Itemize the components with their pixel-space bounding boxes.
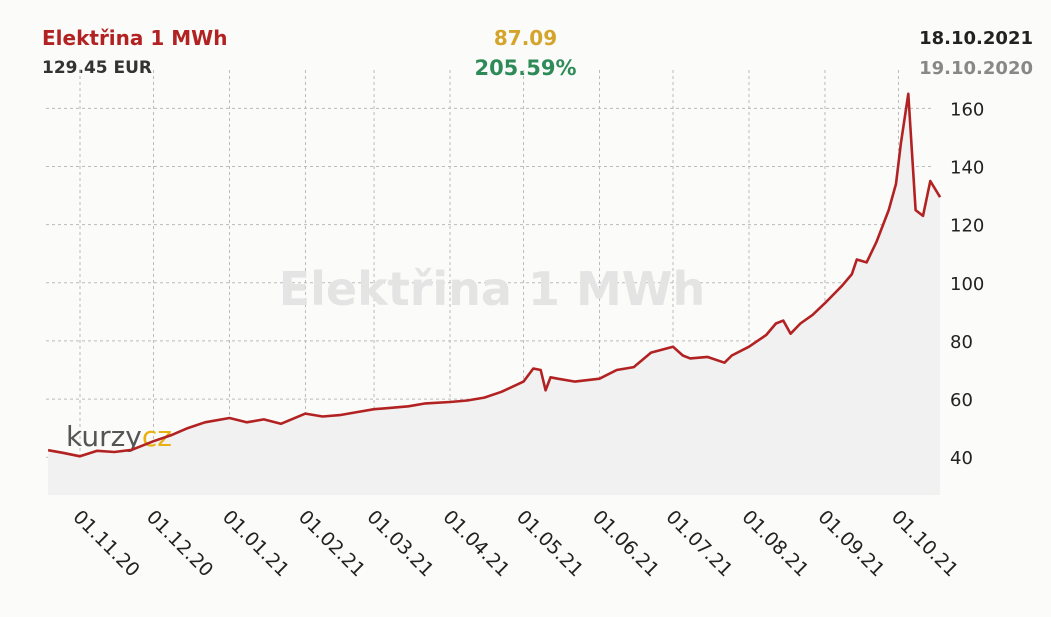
x-tick-label: 01.03.21 <box>363 506 438 581</box>
current-price: 129.45 EUR <box>42 58 153 78</box>
svg-text:kurzycz: kurzycz <box>66 420 172 453</box>
x-tick-label: 01.01.21 <box>218 506 293 581</box>
y-tick-label: 160 <box>950 99 984 120</box>
y-tick-label: 60 <box>950 390 973 411</box>
x-tick-label: 01.08.21 <box>737 506 812 581</box>
kurzy-logo: kurzycz <box>66 420 172 453</box>
absolute-change: 87.09 <box>493 26 558 50</box>
x-tick-label: 01.09.21 <box>813 506 888 581</box>
x-tick-label: 01.12.20 <box>142 506 217 581</box>
chart-title: Elektřina 1 MWh <box>42 26 228 50</box>
y-tick-label: 40 <box>950 448 973 469</box>
y-tick-label: 140 <box>950 157 984 178</box>
price-line <box>47 92 942 458</box>
x-tick-label: 01.06.21 <box>588 506 663 581</box>
x-tick-label: 01.02.21 <box>294 506 369 581</box>
previous-date: 19.10.2020 <box>919 58 1033 79</box>
x-tick-label: 01.04.21 <box>438 506 513 581</box>
x-tick-label: 01.11.20 <box>68 506 143 581</box>
current-date: 18.10.2021 <box>919 28 1033 49</box>
x-tick-label: 01.10.21 <box>887 506 962 581</box>
price-area <box>48 93 941 496</box>
y-tick-label: 100 <box>950 274 984 295</box>
chart-watermark: Elektřina 1 MWh <box>279 262 706 316</box>
y-axis-ticks: 40 60 80 100 120 140 160 <box>950 99 984 469</box>
x-tick-label: 01.05.21 <box>512 506 587 581</box>
x-tick-label: 01.07.21 <box>661 506 736 581</box>
y-tick-label: 80 <box>950 332 973 353</box>
percent-change: 205.59% <box>474 56 577 80</box>
logo-text-kurzy: kurzy <box>66 420 142 453</box>
y-tick-label: 120 <box>950 216 984 237</box>
